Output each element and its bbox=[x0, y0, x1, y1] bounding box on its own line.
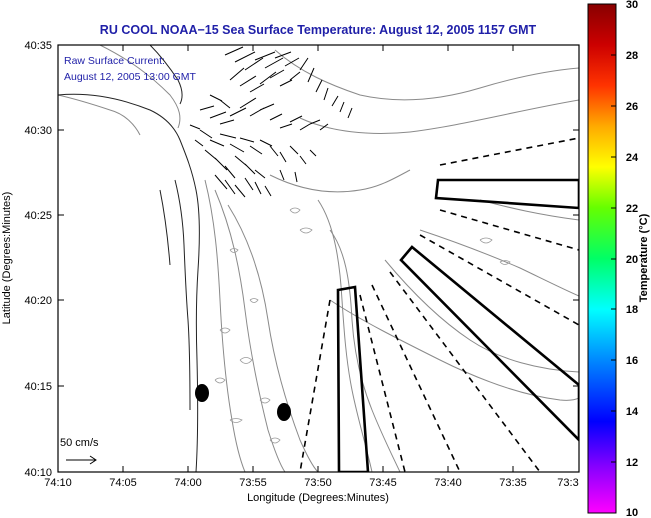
x-tick-label: 73:55 bbox=[239, 477, 267, 489]
y-tick-label: 40:20 bbox=[24, 295, 52, 307]
colorbar-tick-label: 28 bbox=[626, 50, 638, 62]
map-area: Raw Surface Current: August 12, 2005 13:… bbox=[58, 45, 579, 472]
x-tick-label: 73:35 bbox=[499, 477, 527, 489]
colorbar-tick-label: 22 bbox=[626, 203, 638, 215]
colorbar-ticks bbox=[611, 3, 616, 514]
x-tick-label: 73:45 bbox=[369, 477, 397, 489]
y-axis-label: Latitude (Degrees:Minutes) bbox=[1, 192, 13, 325]
x-tick-label: 74:05 bbox=[109, 477, 137, 489]
y-tick-label: 40:30 bbox=[24, 125, 52, 137]
colorbar-tick-label: 12 bbox=[626, 457, 638, 469]
colorbar-tick-label: 10 bbox=[626, 507, 638, 518]
x-axis-label: Longitude (Degrees:Minutes) bbox=[247, 492, 389, 504]
colorbar-tick-label: 26 bbox=[626, 101, 638, 113]
y-tick-label: 40:10 bbox=[24, 467, 52, 479]
y-tick-label: 40:25 bbox=[24, 210, 52, 222]
outlined-transects bbox=[336, 178, 579, 472]
scale-arrow bbox=[66, 455, 97, 465]
colorbar-tick-label: 20 bbox=[626, 254, 638, 266]
y-tick-label: 40:15 bbox=[24, 381, 52, 393]
y-tick-labels: 40:35 40:30 40:25 40:20 40:15 40:10 bbox=[24, 40, 52, 479]
colorbar-tick-label: 18 bbox=[626, 304, 638, 316]
scale-label: 50 cm/s bbox=[60, 437, 99, 449]
x-tick-label: 73:50 bbox=[304, 477, 332, 489]
transect-lines bbox=[299, 137, 579, 472]
x-tick-label: 74:00 bbox=[174, 477, 202, 489]
current-legend-date: August 12, 2005 13:00 GMT bbox=[64, 71, 197, 83]
colorbar-label: Temperature (°C) bbox=[638, 213, 650, 302]
shelf-speckle-contours bbox=[214, 207, 511, 444]
mooring-marker bbox=[195, 384, 209, 402]
current-legend-label: Raw Surface Current: bbox=[64, 55, 165, 67]
colorbar-tick-label: 16 bbox=[626, 355, 638, 367]
x-tick-label: 73:40 bbox=[434, 477, 462, 489]
surface-current-vectors bbox=[189, 46, 353, 198]
axis-tick-marks bbox=[57, 44, 580, 473]
x-tick-labels: 74:10 74:05 74:00 73:55 73:50 73:45 73:4… bbox=[44, 477, 578, 489]
x-tick-label: 74:10 bbox=[44, 477, 72, 489]
colorbar-tick-label: 30 bbox=[626, 0, 638, 11]
y-tick-label: 40:35 bbox=[24, 40, 52, 52]
coastline bbox=[58, 45, 200, 472]
colorbar-tick-label: 14 bbox=[626, 406, 639, 418]
map-title: RU COOL NOAA−15 Sea Surface Temperature:… bbox=[100, 23, 537, 37]
x-tick-label: 73:3 bbox=[557, 477, 578, 489]
bathymetry-contours bbox=[58, 45, 579, 472]
mooring-marker bbox=[277, 403, 291, 421]
colorbar-tick-labels: 30 28 26 24 22 20 18 16 14 12 10 bbox=[626, 0, 639, 518]
colorbar-tick-label: 24 bbox=[626, 152, 639, 164]
